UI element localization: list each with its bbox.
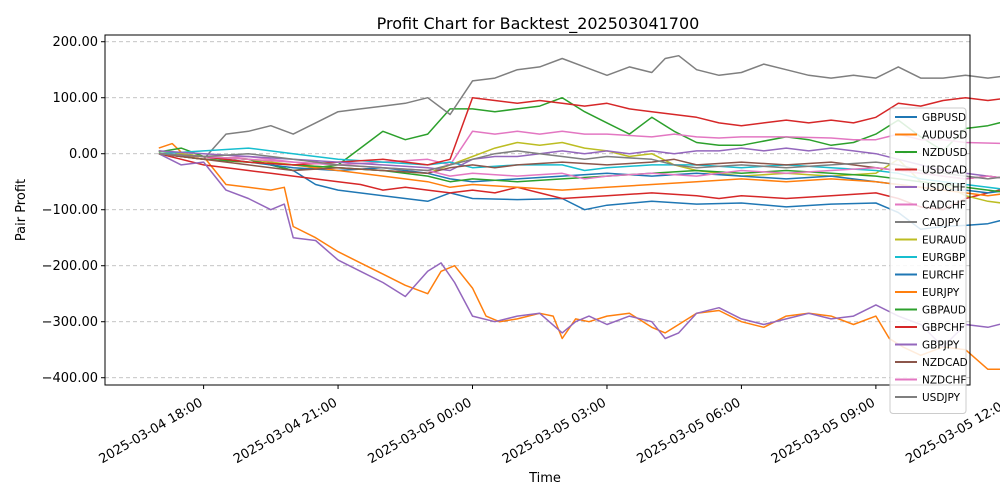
legend-label: AUDUSD: [922, 129, 967, 141]
legend-label: GBPAUD: [922, 304, 966, 316]
legend-label: USDJPY: [922, 392, 961, 404]
series-line-nzdusd: [158, 96, 1000, 172]
y-tick-label: 100.00: [53, 91, 99, 106]
y-tick-label: −400.00: [42, 371, 98, 386]
legend-label: NZDCHF: [922, 374, 966, 386]
series-line-eurjpy: [158, 152, 1000, 197]
legend-label: NZDCAD: [922, 357, 968, 369]
series-line-usdjpy: [158, 150, 1000, 180]
legend-label: USDCHF: [922, 182, 966, 194]
legend-label: EURGBP: [922, 252, 965, 264]
y-tick-label: −100.00: [42, 203, 98, 218]
legend-label: EURAUD: [922, 234, 966, 246]
series-line-cadjpy: [158, 54, 1000, 161]
legend-label: CADCHF: [922, 199, 966, 211]
x-tick-label: 2025-03-04 21:00: [231, 395, 340, 467]
legend: GBPUSD AUDUSD NZDUSD USDCAD USDCHF CADCHF CADJ…: [889, 107, 968, 414]
x-tick-label: 2025-03-05 09:00: [769, 395, 878, 467]
y-axis-label: Pair Profit: [14, 179, 29, 241]
series-line-euraud: [158, 141, 1000, 204]
y-tick-label: 200.00: [53, 35, 99, 50]
x-tick-label: 2025-03-04 18:00: [97, 395, 206, 467]
legend-label: EURCHF: [922, 269, 964, 281]
x-axis-label: Time: [528, 471, 561, 486]
series-lines: [158, 54, 1000, 371]
x-tick-label: 2025-03-05 06:00: [634, 395, 743, 467]
y-tick-label: −300.00: [42, 315, 98, 330]
gridlines: [105, 41, 970, 379]
series-line-cadchf: [158, 130, 1000, 166]
x-tick-label: 2025-03-05 00:00: [366, 395, 475, 467]
series-line-audusd: [158, 142, 1000, 371]
series-line-usdchf: [158, 153, 1000, 348]
series-line-gbpusd: [158, 150, 1000, 231]
y-axis-ticks: −400.00 −300.00 −200.00 −100.00 0.00 100.00 20…: [42, 35, 105, 386]
legend-label: GBPJPY: [922, 339, 960, 351]
y-tick-label: 0.00: [69, 147, 98, 162]
legend-label: NZDUSD: [922, 147, 968, 159]
x-tick-label: 2025-03-05 03:00: [500, 395, 609, 467]
series-line-nzdcad: [158, 152, 1000, 180]
series-line-gbpchf: [158, 96, 1000, 166]
x-axis-ticks: 2025-03-04 18:00 2025-03-04 21:00 2025-03-…: [97, 385, 1000, 467]
series-line-usdcad: [158, 152, 1000, 211]
legend-label: EURJPY: [922, 287, 960, 299]
legend-label: USDCAD: [922, 164, 967, 176]
y-tick-label: −200.00: [42, 259, 98, 274]
series-line-gbpjpy: [158, 147, 1000, 179]
chart-title: Profit Chart for Backtest_202503041700: [377, 14, 700, 34]
legend-label: GBPUSD: [922, 112, 966, 124]
legend-box: [889, 107, 967, 414]
legend-label: GBPCHF: [922, 322, 965, 334]
legend-label: CADJPY: [922, 217, 961, 229]
